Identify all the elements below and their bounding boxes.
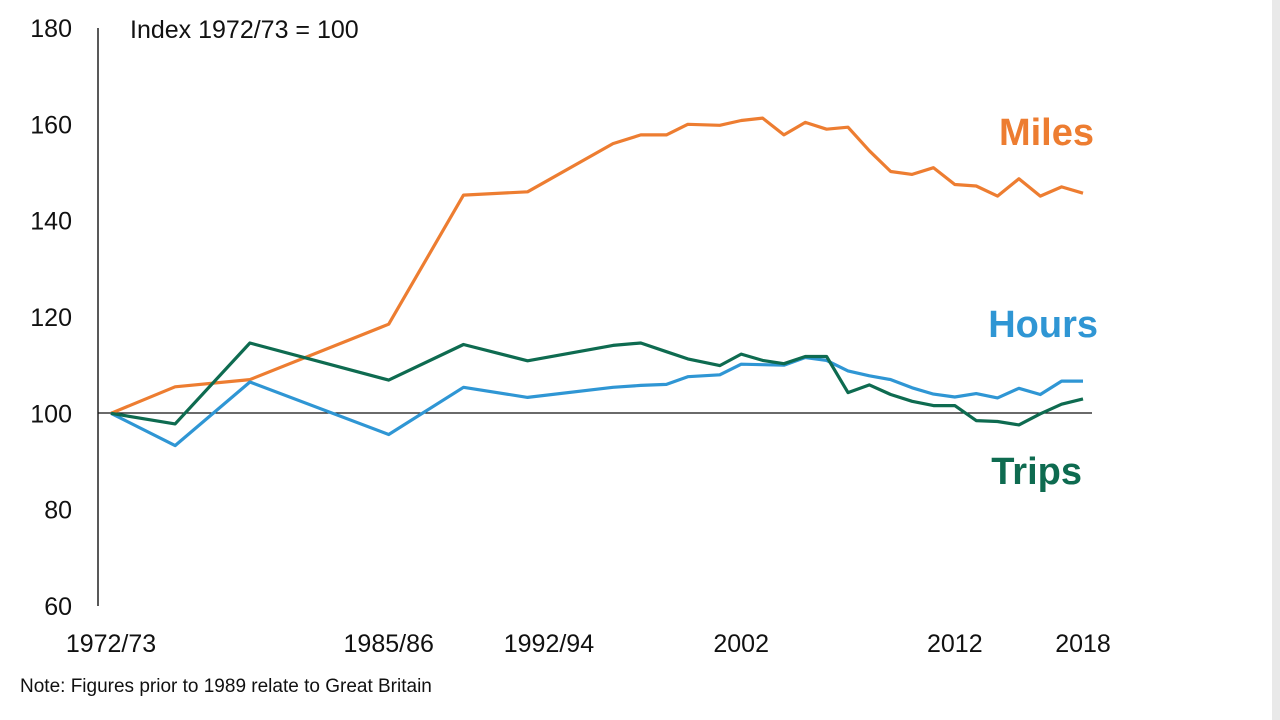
chart-footnote: Note: Figures prior to 1989 relate to Gr…: [20, 676, 432, 697]
x-axis-ticks: 1972/73 1985/86 1992/94 2002 2012 2018: [66, 630, 1111, 658]
y-tick-label: 160: [30, 111, 72, 139]
y-tick-label: 180: [30, 15, 72, 43]
series-label-hours: Hours: [988, 304, 1098, 346]
y-tick-label: 60: [44, 593, 72, 621]
line-chart: 180 160 140 120 100 80 60 1972/73 1985/86 1992/9…: [30, 15, 1111, 658]
units-label: Index 1972/73 = 100: [130, 16, 359, 44]
series-line-trips: [110, 341, 1084, 427]
y-tick-label: 120: [30, 304, 72, 332]
series-label-miles: Miles: [999, 112, 1094, 154]
series-label-trips: Trips: [991, 451, 1082, 493]
x-tick-label: 1972/73: [66, 630, 156, 658]
x-tick-label: 1985/86: [344, 630, 434, 658]
y-tick-label: 100: [30, 400, 72, 428]
x-tick-label: 2018: [1055, 630, 1111, 658]
x-tick-label: 2012: [927, 630, 983, 658]
y-axis-ticks: 180 160 140 120 100 80 60: [30, 15, 72, 621]
y-tick-label: 140: [30, 208, 72, 236]
right-edge-border: [1272, 0, 1280, 720]
series-line-hours: [110, 355, 1083, 448]
x-tick-label: 2002: [713, 630, 769, 658]
series-lines: [110, 116, 1084, 448]
series-line-miles: [110, 116, 1084, 415]
x-tick-label: 1992/94: [504, 630, 594, 658]
y-tick-label: 80: [44, 497, 72, 525]
